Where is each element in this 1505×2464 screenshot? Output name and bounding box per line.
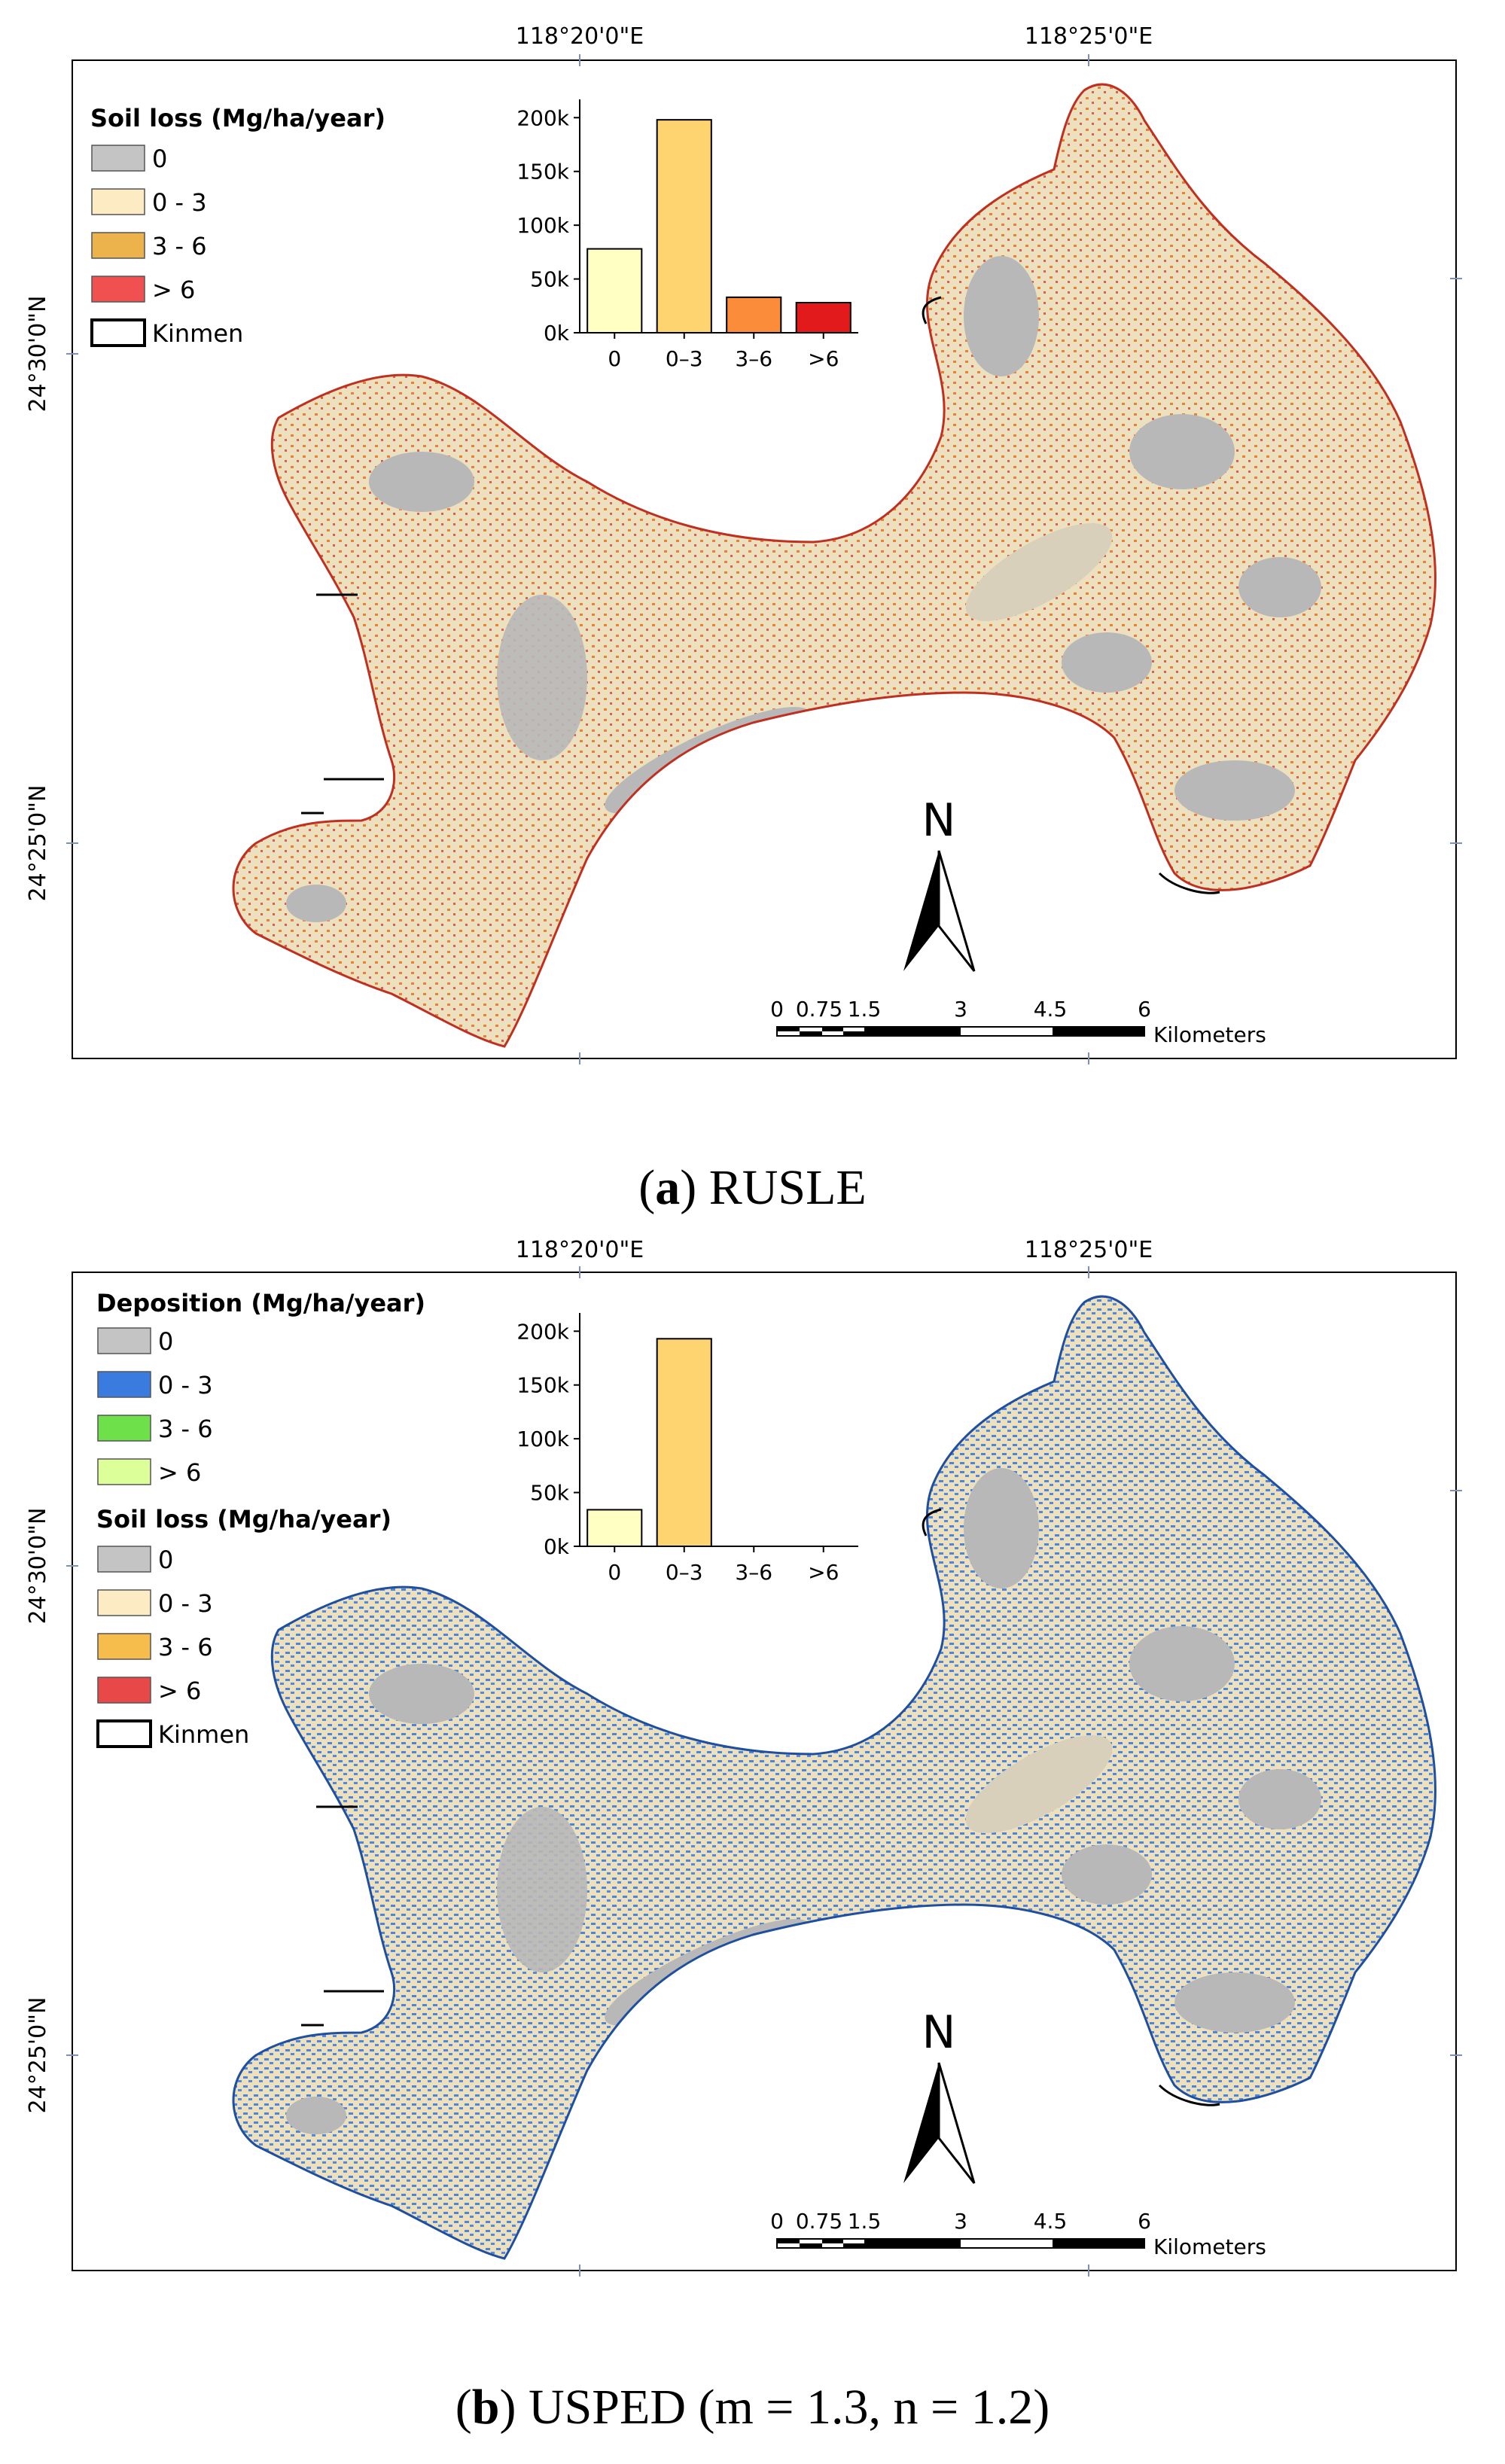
scale-tick-label: 1.5 [848,997,882,1022]
north-arrow-icon: N [903,794,976,972]
caption-text: USPED (m = 1.3, n = 1.2) [528,2380,1050,2435]
map-a-svg: 118°20'0"E 118°25'0"E 24°30'0"N 24°25'0"… [25,23,1462,1064]
legend-swatch [97,1327,151,1354]
legend-title: Soil loss (Mg/ha/year) [90,104,385,132]
scale-unit: Kilometers [1153,2234,1266,2259]
legend-boundary-swatch [90,318,146,347]
legend-swatch [91,276,145,303]
north-arrow-icon: N [903,2006,976,2184]
scale-bar-b: 0 0.75 1.5 3 4.5 6 Kilometers [770,2209,1266,2259]
north-label: N [922,2006,956,2059]
scale-bar-ticks: 0 0.75 1.5 3 4.5 6 [770,2209,1151,2234]
legend-swatch [97,1677,151,1704]
legend-swatch [97,1633,151,1660]
legend-label: 0 [152,145,167,173]
legend-label: 0 [158,1546,173,1574]
y-tick-label: 150k [516,1373,569,1398]
x-tick-label: 0 [608,346,621,371]
scale-tick-label: 0.75 [796,997,842,1022]
longitude-label: 118°25'0"E [1025,23,1153,50]
x-tick-label: 0–3 [666,346,703,371]
y-tick-label: 0k [544,1534,570,1559]
legend-label: 3 - 6 [158,1415,213,1443]
scale-tick-label: 4.5 [1034,997,1068,1022]
longitude-label: 118°20'0"E [516,23,644,50]
legend-label: 3 - 6 [158,1633,213,1661]
latitude-label: 24°30'0"N [25,296,51,413]
inset-bar-chart-a: 0k 50k 100k 150k 200k 0 0–3 3–6 >6 [497,92,873,378]
latitude-label: 24°25'0"N [25,1997,51,2114]
legend-title: Deposition (Mg/ha/year) [96,1289,425,1317]
legend-label: Kinmen [158,1720,249,1749]
bar [586,1509,643,1547]
y-tick-label: 150k [516,160,569,184]
scale-tick-label: 6 [1138,997,1151,1022]
caption-letter: a [655,1160,681,1215]
y-tick-label: 0k [544,321,570,346]
bar [656,119,712,334]
legend-label: Kinmen [152,319,243,348]
scale-tick-label: 0 [770,997,784,1022]
scale-tick-label: 3 [954,997,967,1022]
legend-swatch [97,1546,151,1573]
longitude-label: 118°25'0"E [1025,1237,1153,1263]
bar [656,1338,712,1548]
legend-label: > 6 [158,1677,201,1705]
longitude-label: 118°20'0"E [516,1237,644,1263]
legend-label: > 6 [152,276,195,304]
x-tick-label: 3–6 [735,346,772,371]
x-tick-label: 3–6 [735,1560,772,1585]
scale-bar-ticks: 0 0.75 1.5 3 4.5 6 [770,997,1151,1022]
scale-tick-label: 4.5 [1034,2209,1068,2234]
inset-bar-chart-b: 0k 50k 100k 150k 200k 0 0–3 3–6 >6 [497,1305,873,1591]
legend-label: 0 - 3 [152,188,207,217]
caption-a: (a) RUSLE [638,1160,867,1215]
bar [795,302,852,334]
legend-label: 0 [158,1327,173,1356]
y-tick-label: 100k [516,213,569,238]
legend-label: 0 - 3 [158,1371,213,1400]
legend-label: 3 - 6 [152,232,207,260]
bar [586,248,643,334]
y-tick-label: 200k [516,1319,569,1344]
latitude-label: 24°25'0"N [25,785,51,902]
legend-swatch [97,1371,151,1398]
map-b-svg: 118°20'0"E 118°25'0"E 24°30'0"N 24°25'0"… [25,1237,1462,2277]
y-tick-label: 50k [530,1481,570,1506]
x-tick-label: >6 [808,346,839,371]
y-tick-label: 200k [516,105,569,130]
y-tick-label: 50k [530,267,570,292]
y-tick-label: 100k [516,1427,569,1451]
scale-tick-label: 0.75 [796,2209,842,2234]
x-tick-label: >6 [808,1560,839,1585]
legend-label: > 6 [158,1458,201,1487]
panel-a: 118°20'0"E 118°25'0"E 24°30'0"N 24°25'0"… [25,23,1462,1215]
latitude-label: 24°30'0"N [25,1508,51,1625]
scale-unit: Kilometers [1153,1022,1266,1047]
caption-text: RUSLE [708,1160,867,1215]
legend-swatch [91,188,145,215]
caption-letter: b [471,2380,500,2435]
north-label: N [922,794,956,847]
legend-swatch [97,1589,151,1616]
x-tick-label: 0–3 [666,1560,703,1585]
legend-swatch [91,232,145,259]
scale-tick-label: 1.5 [848,2209,882,2234]
legend-swatch [97,1415,151,1442]
scale-tick-label: 3 [954,2209,967,2234]
legend-swatch [91,145,145,172]
legend-title: Soil loss (Mg/ha/year) [96,1505,391,1534]
caption-b: (b) USPED (m = 1.3, n = 1.2) [455,2380,1050,2435]
legend-b: Deposition (Mg/ha/year) 0 0 - 3 3 - 6 > … [96,1289,425,1749]
legend-boundary-swatch [96,1719,152,1748]
x-tick-label: 0 [608,1560,621,1585]
scale-bar-a: 0 0.75 1.5 3 4.5 6 Kilometers [770,997,1266,1047]
legend-a: Soil loss (Mg/ha/year) 0 0 - 3 3 - 6 > 6… [90,104,385,348]
scale-tick-label: 6 [1138,2209,1151,2234]
panel-b: 118°20'0"E 118°25'0"E 24°30'0"N 24°25'0"… [0,1235,1505,2461]
legend-swatch [97,1458,151,1485]
legend-label: 0 - 3 [158,1589,213,1618]
bar [726,296,782,334]
scale-tick-label: 0 [770,2209,784,2234]
